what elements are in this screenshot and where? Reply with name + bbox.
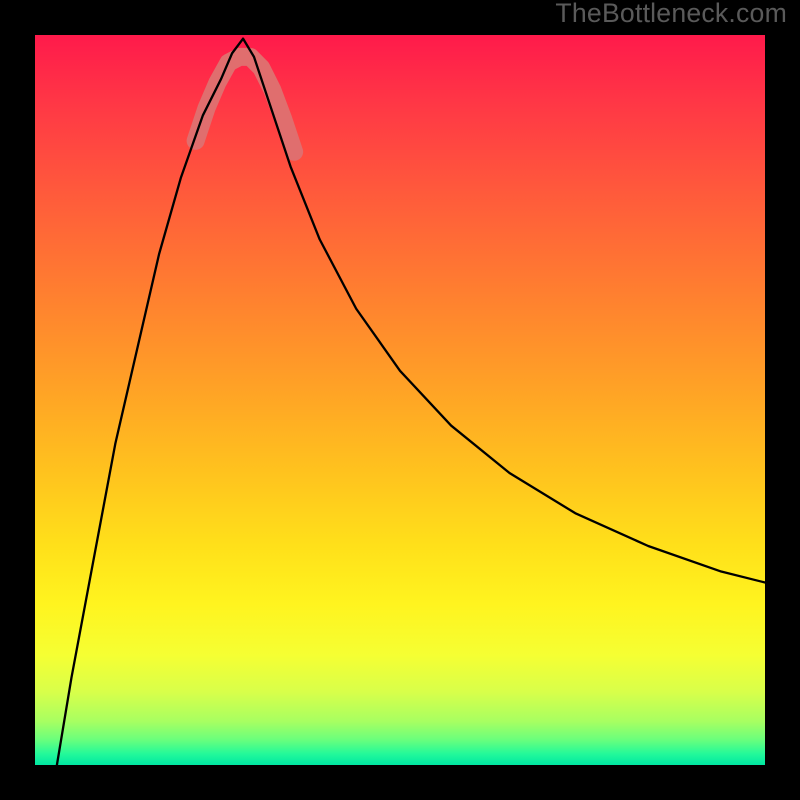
- chart-root: TheBottleneck.com: [0, 0, 800, 800]
- valley-highlight-path: [196, 57, 295, 152]
- chart-overlay: [0, 0, 800, 800]
- watermark-label: TheBottleneck.com: [555, 0, 787, 27]
- bottleneck-curve-path: [57, 39, 765, 765]
